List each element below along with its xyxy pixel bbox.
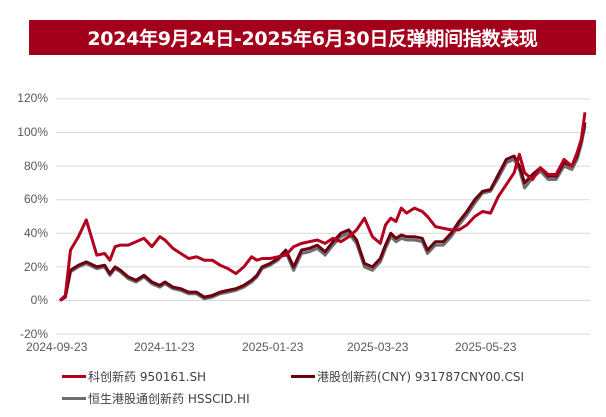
y-tick-label: 80% (23, 159, 48, 173)
y-tick-label: 40% (23, 226, 48, 240)
y-tick-label: -20% (19, 327, 48, 341)
series-line (59, 122, 587, 302)
chart-title-bar: 2024年9月24日-2025年6月30日反弹期间指数表现 (29, 20, 596, 55)
legend-label: 恒生港股通创新药 HSSCID.HI (88, 392, 250, 406)
gridlines (56, 98, 590, 335)
legend-swatch (62, 375, 86, 378)
y-tick-label: 60% (23, 192, 48, 206)
legend-swatch (62, 397, 86, 400)
y-tick-label: 120% (17, 91, 48, 105)
legend-item-hengsheng: 恒生港股通创新药 HSSCID.HI (62, 390, 250, 407)
chart-title: 2024年9月24日-2025年6月30日反弹期间指数表现 (87, 28, 538, 50)
x-tick-label: 2024-09-23 (26, 340, 88, 354)
series-lines (58, 112, 587, 302)
y-tick-label: 0% (30, 293, 48, 307)
x-tick-label: 2024-11-23 (134, 340, 195, 354)
x-tick-label: 2025-05-23 (455, 340, 517, 354)
legend-swatch (291, 375, 315, 378)
legend-label: 港股创新药(CNY) 931787CNY00.CSI (317, 370, 524, 384)
y-tick-label: 100% (17, 125, 48, 139)
legend-item-ganggu: 港股创新药(CNY) 931787CNY00.CSI (291, 368, 524, 385)
y-tick-label: 20% (23, 260, 48, 274)
x-tick-label: 2025-01-23 (242, 340, 304, 354)
x-tick-label: 2025-03-23 (347, 340, 409, 354)
legend-label: 科创新药 950161.SH (88, 370, 207, 384)
series-line (58, 112, 587, 302)
series-line (59, 125, 587, 302)
legend-item-kechuang: 科创新药 950161.SH (62, 368, 206, 385)
